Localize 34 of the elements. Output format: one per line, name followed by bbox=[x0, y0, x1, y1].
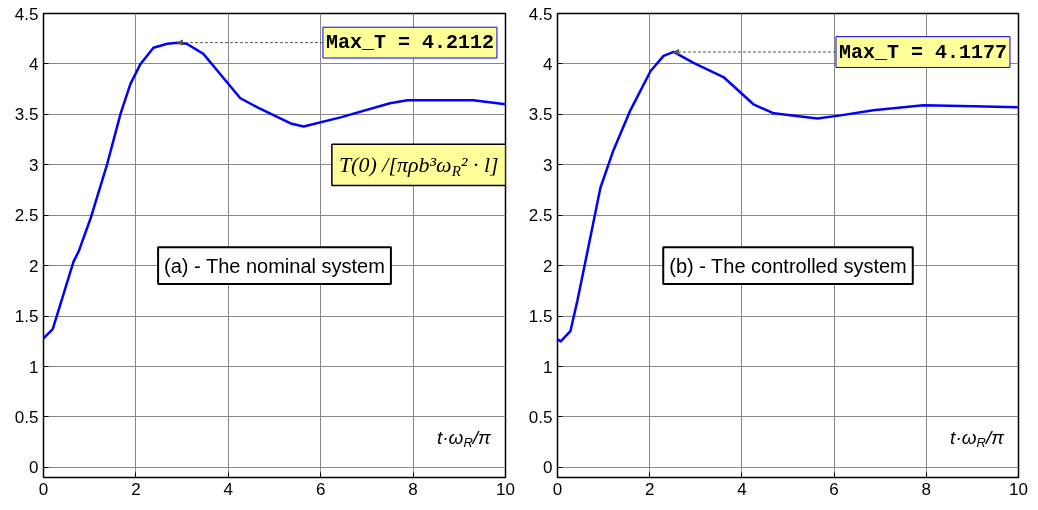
y-tick-label: 4 bbox=[543, 54, 553, 74]
x-tick-label: 10 bbox=[1009, 479, 1028, 499]
y-tick-label: 2.5 bbox=[528, 206, 553, 226]
y-tick-label: 1 bbox=[543, 357, 553, 377]
y-tick-label: 3 bbox=[543, 155, 553, 175]
x-tick-label: 4 bbox=[223, 479, 234, 499]
x-tick-label: 10 bbox=[496, 479, 515, 499]
y-tick-label: 4 bbox=[29, 54, 39, 74]
annotation: Max_T = 4.2112 bbox=[325, 31, 494, 55]
y-tick-label: 3.5 bbox=[14, 105, 39, 125]
y-tick-label: 1.5 bbox=[14, 307, 39, 327]
x-tick-label: 6 bbox=[315, 479, 326, 499]
x-tick-label: 6 bbox=[829, 479, 839, 499]
x-tick-label: 4 bbox=[737, 479, 747, 499]
x-tick-label: 2 bbox=[131, 479, 141, 499]
y-tick-label: 1 bbox=[29, 357, 39, 377]
annotation: Max_T = 4.1177 bbox=[838, 40, 1008, 64]
y-tick-label: 1.5 bbox=[528, 307, 553, 327]
y-tick-label: 0 bbox=[543, 458, 553, 478]
annotation: (b) - The controlled system bbox=[669, 254, 907, 277]
annotation: (a) - The nominal system bbox=[164, 254, 385, 277]
y-tick-label: 0 bbox=[29, 458, 39, 478]
y-tick-label: 0.5 bbox=[528, 407, 553, 427]
y-tick-label: 2.5 bbox=[14, 206, 39, 226]
y-tick-label: 3.5 bbox=[528, 105, 553, 125]
x-tick-label: 8 bbox=[408, 479, 418, 499]
y-tick-label: 3 bbox=[29, 155, 39, 175]
y-tick-label: 2 bbox=[29, 256, 39, 276]
x-tick-label: 2 bbox=[644, 479, 655, 499]
x-tick-label: 8 bbox=[921, 479, 932, 499]
y-tick-label: 4.5 bbox=[528, 4, 553, 24]
y-tick-label: 0.5 bbox=[14, 407, 39, 427]
y-tick-label: 2 bbox=[543, 256, 553, 276]
y-tick-label: 4.5 bbox=[14, 4, 39, 24]
